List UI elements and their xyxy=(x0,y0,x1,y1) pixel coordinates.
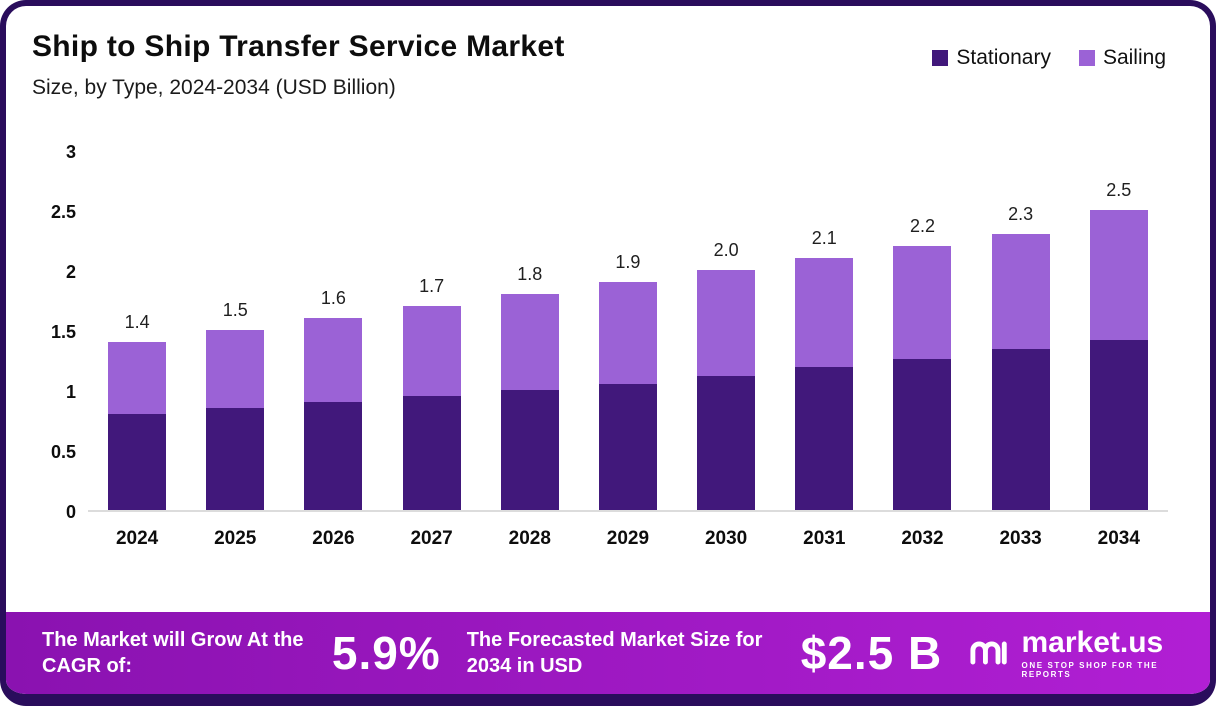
bar-segment-sailing xyxy=(206,330,265,408)
bar-segment-sailing xyxy=(795,258,854,368)
x-axis-label: 2028 xyxy=(508,528,551,549)
bar-group-2034: 2.5 2034 xyxy=(1089,180,1148,549)
marketus-logo-icon xyxy=(970,641,1007,665)
bar-total-label: 2.3 xyxy=(1008,204,1034,225)
bar-segment-sailing xyxy=(402,306,461,396)
bar-total-label: 2.2 xyxy=(909,216,935,237)
y-tick-label: 2 xyxy=(65,262,76,282)
logo-text-block: market.us ONE STOP SHOP FOR THE REPORTS xyxy=(1021,625,1175,679)
bar-segment-sailing xyxy=(697,270,756,376)
bar-segment-sailing xyxy=(893,246,952,359)
bar-total-label: 2.1 xyxy=(811,228,837,249)
bar-segment-stationary xyxy=(991,349,1050,510)
chart-title: Ship to Ship Transfer Service Market xyxy=(32,30,565,63)
y-tick-label: 0.5 xyxy=(50,442,76,462)
bars: 1.4 2024 1.5 2025 1.6 2026 1.7 2027 1.8 2028 1.9 20… xyxy=(88,152,1168,549)
bar-segment-stationary xyxy=(108,414,167,510)
legend-swatch-sailing xyxy=(1078,50,1095,66)
bar-group-2027: 1.7 2027 xyxy=(402,276,461,549)
cagr-label: The Market will Grow At the CAGR of: xyxy=(42,629,304,677)
y-tick-label: 3 xyxy=(65,142,76,162)
bar-total-label: 1.8 xyxy=(517,264,543,284)
bar-group-2031: 2.1 2031 xyxy=(795,228,854,549)
bar-group-2030: 2.0 2030 xyxy=(697,240,756,549)
bar-segment-stationary xyxy=(304,402,363,510)
x-axis-label: 2033 xyxy=(999,528,1042,549)
bar-group-2033: 2.3 2033 xyxy=(991,204,1050,549)
x-axis-label: 2024 xyxy=(115,528,159,549)
legend-swatch-stationary xyxy=(932,50,949,66)
bar-group-2026: 1.6 2026 xyxy=(304,288,363,549)
legend-label-sailing: Sailing xyxy=(1102,46,1166,69)
bar-total-label: 1.7 xyxy=(419,276,445,296)
y-tick-label: 0 xyxy=(65,502,76,522)
bar-segment-stationary xyxy=(795,367,854,510)
bar-total-label: 1.5 xyxy=(222,300,248,320)
banner: The Market will Grow At the CAGR of: 5.9… xyxy=(6,612,1210,694)
x-axis-label: 2029 xyxy=(606,528,650,549)
bar-total-label: 1.6 xyxy=(320,288,346,308)
x-axis-label: 2032 xyxy=(901,528,944,549)
bar-total-label: 2.0 xyxy=(713,240,739,261)
bar-total-label: 1.4 xyxy=(124,312,150,332)
bar-segment-sailing xyxy=(1089,210,1148,340)
marketus-logo: market.us ONE STOP SHOP FOR THE REPORTS xyxy=(968,625,1175,679)
bar-segment-sailing xyxy=(500,294,559,390)
bar-group-2032: 2.2 2032 xyxy=(893,216,952,549)
logo-tagline: ONE STOP SHOP FOR THE REPORTS xyxy=(1021,660,1159,679)
forecast-label: The Forecasted Market Size for 2034 in U… xyxy=(466,629,763,677)
bar-segment-sailing xyxy=(598,282,657,384)
bar-group-2029: 1.9 2029 xyxy=(598,252,657,549)
legend-label-stationary: Stationary xyxy=(956,46,1051,69)
chart-subtitle: Size, by Type, 2024-2034 (USD Billion) xyxy=(32,76,396,99)
bar-segment-stationary xyxy=(1089,339,1148,510)
bar-segment-sailing xyxy=(304,318,363,402)
y-tick-label: 1 xyxy=(65,382,76,402)
y-tick-label: 2.5 xyxy=(50,202,76,222)
forecast-value: $2.5 B xyxy=(800,627,943,679)
bar-segment-sailing xyxy=(108,342,167,414)
cagr-value: 5.9% xyxy=(331,627,441,679)
chart-header: Ship to Ship Transfer Service Market Siz… xyxy=(6,6,1210,100)
logo-name: market.us xyxy=(1021,625,1164,659)
bar-segment-stationary xyxy=(402,396,461,510)
bar-total-label: 2.5 xyxy=(1106,180,1132,201)
x-axis-label: 2034 xyxy=(1097,528,1140,549)
x-axis-label: 2030 xyxy=(704,528,748,549)
title-block: Ship to Ship Transfer Service Market Siz… xyxy=(32,30,565,100)
bar-group-2025: 1.5 2025 xyxy=(206,300,265,549)
bar-segment-stationary xyxy=(500,390,559,510)
y-axis: 3 2.5 2 1.5 1 0.5 0 xyxy=(36,143,88,521)
bar-segment-stationary xyxy=(893,358,952,510)
bar-segment-sailing xyxy=(991,234,1050,350)
bar-segment-stationary xyxy=(697,375,756,510)
legend: Stationary Sailing xyxy=(932,30,1166,70)
x-axis-label: 2027 xyxy=(410,528,453,549)
legend-item-sailing: Sailing xyxy=(1078,46,1166,70)
bar-segment-stationary xyxy=(206,408,265,510)
legend-item-stationary: Stationary xyxy=(932,46,1051,70)
y-tick-label: 1.5 xyxy=(50,322,76,342)
plot-area: 3 2.5 2 1.5 1 0.5 0 1.4 2024 1.5 2025 1.6 2026 1.7 20… xyxy=(6,143,1210,549)
x-axis-label: 2031 xyxy=(803,528,846,549)
bar-total-label: 1.9 xyxy=(615,252,641,272)
x-axis-label: 2025 xyxy=(214,528,257,549)
bar-group-2024: 1.4 2024 xyxy=(108,312,167,549)
bar-segment-stationary xyxy=(598,384,657,510)
x-axis-label: 2026 xyxy=(312,528,355,549)
bar-group-2028: 1.8 2028 xyxy=(500,264,559,549)
